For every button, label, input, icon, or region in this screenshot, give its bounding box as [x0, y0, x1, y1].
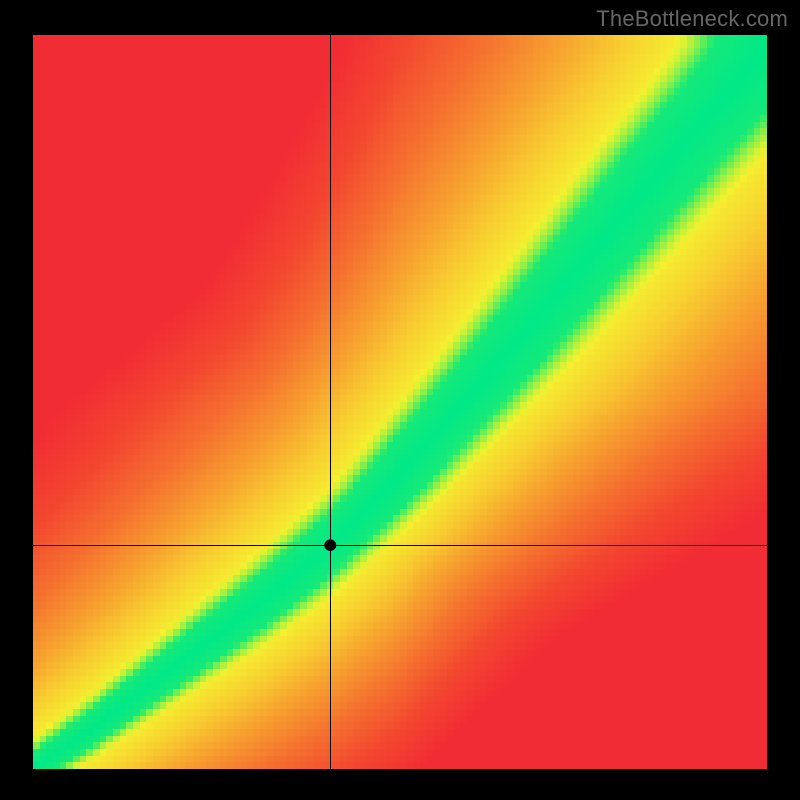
watermark-text: TheBottleneck.com: [596, 6, 788, 32]
bottleneck-heatmap: [33, 35, 767, 769]
plot-area: [33, 35, 767, 769]
chart-container: TheBottleneck.com: [0, 0, 800, 800]
